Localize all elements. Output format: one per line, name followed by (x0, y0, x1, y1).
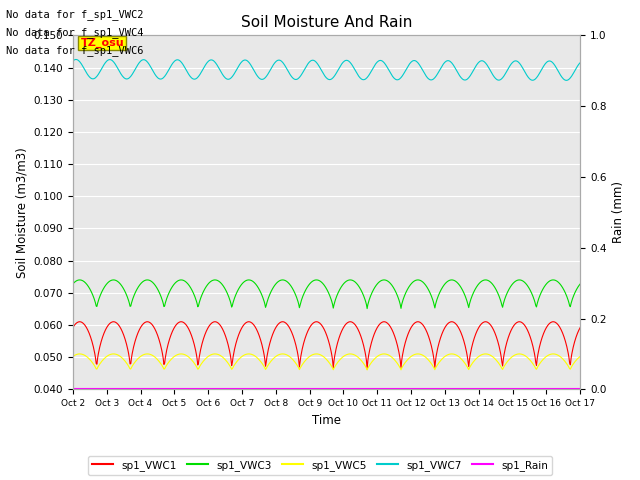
Line: sp1_VWC5: sp1_VWC5 (73, 354, 580, 370)
sp1_VWC1 (209, 320, 216, 325)
sp1_VWC7 (403, 64, 411, 70)
Legend: sp1_VWC1, sp1_VWC3, sp1_VWC5, sp1_VWC7, sp1_Rain: sp1_VWC1, sp1_VWC3, sp1_VWC5, sp1_VWC7, … (88, 456, 552, 475)
sp1_VWC1 (78, 320, 86, 325)
sp1_VWC7 (563, 77, 570, 83)
sp1_VWC5 (404, 356, 412, 362)
sp1_VWC3 (131, 292, 138, 298)
sp1_VWC3 (364, 306, 371, 312)
sp1_VWC3 (389, 284, 397, 290)
sp1_VWC5 (364, 367, 371, 373)
sp1_VWC1 (380, 319, 388, 324)
sp1_Rain (78, 385, 86, 391)
sp1_VWC5 (389, 356, 397, 361)
sp1_VWC7 (182, 68, 190, 73)
sp1_VWC3 (209, 277, 216, 283)
sp1_VWC5 (209, 351, 216, 357)
sp1_VWC3 (404, 286, 412, 291)
sp1_VWC3 (182, 279, 189, 285)
sp1_VWC7 (388, 73, 396, 79)
Y-axis label: Soil Moisture (m3/m3): Soil Moisture (m3/m3) (15, 147, 28, 278)
sp1_VWC1 (404, 331, 412, 337)
sp1_VWC7 (79, 63, 86, 69)
sp1_Rain (131, 385, 138, 391)
sp1_VWC7 (209, 58, 217, 63)
sp1_VWC7 (69, 58, 77, 64)
sp1_Rain (403, 385, 410, 391)
Y-axis label: Rain (mm): Rain (mm) (612, 181, 625, 243)
X-axis label: Time: Time (312, 414, 341, 427)
Title: Soil Moisture And Rain: Soil Moisture And Rain (241, 15, 412, 30)
Text: No data for f_sp1_VWC4: No data for f_sp1_VWC4 (6, 27, 144, 38)
Text: No data for f_sp1_VWC6: No data for f_sp1_VWC6 (6, 45, 144, 56)
sp1_VWC1 (131, 341, 138, 347)
sp1_Rain (577, 385, 584, 391)
sp1_VWC7 (577, 60, 584, 65)
sp1_VWC5 (182, 352, 189, 358)
Line: sp1_VWC1: sp1_VWC1 (73, 322, 580, 369)
sp1_VWC5 (78, 351, 86, 357)
sp1_VWC5 (577, 354, 584, 360)
sp1_Rain (69, 385, 77, 391)
sp1_VWC1 (69, 324, 77, 330)
Line: sp1_VWC3: sp1_VWC3 (73, 280, 580, 309)
Text: No data for f_sp1_VWC2: No data for f_sp1_VWC2 (6, 9, 144, 20)
sp1_VWC1 (577, 324, 584, 330)
sp1_VWC5 (380, 351, 388, 357)
sp1_VWC3 (69, 281, 77, 287)
sp1_VWC3 (380, 277, 388, 283)
sp1_Rain (209, 385, 216, 391)
sp1_VWC7 (131, 67, 139, 72)
Line: sp1_VWC7: sp1_VWC7 (73, 60, 580, 80)
sp1_VWC5 (131, 360, 138, 366)
sp1_VWC3 (577, 281, 584, 287)
Text: TZ_osu: TZ_osu (81, 38, 124, 48)
sp1_VWC1 (389, 330, 397, 336)
sp1_VWC1 (182, 322, 189, 327)
sp1_VWC5 (69, 354, 77, 360)
sp1_VWC1 (364, 366, 371, 372)
sp1_Rain (182, 385, 189, 391)
sp1_VWC7 (72, 57, 79, 62)
sp1_VWC3 (78, 277, 86, 283)
sp1_Rain (388, 385, 396, 391)
